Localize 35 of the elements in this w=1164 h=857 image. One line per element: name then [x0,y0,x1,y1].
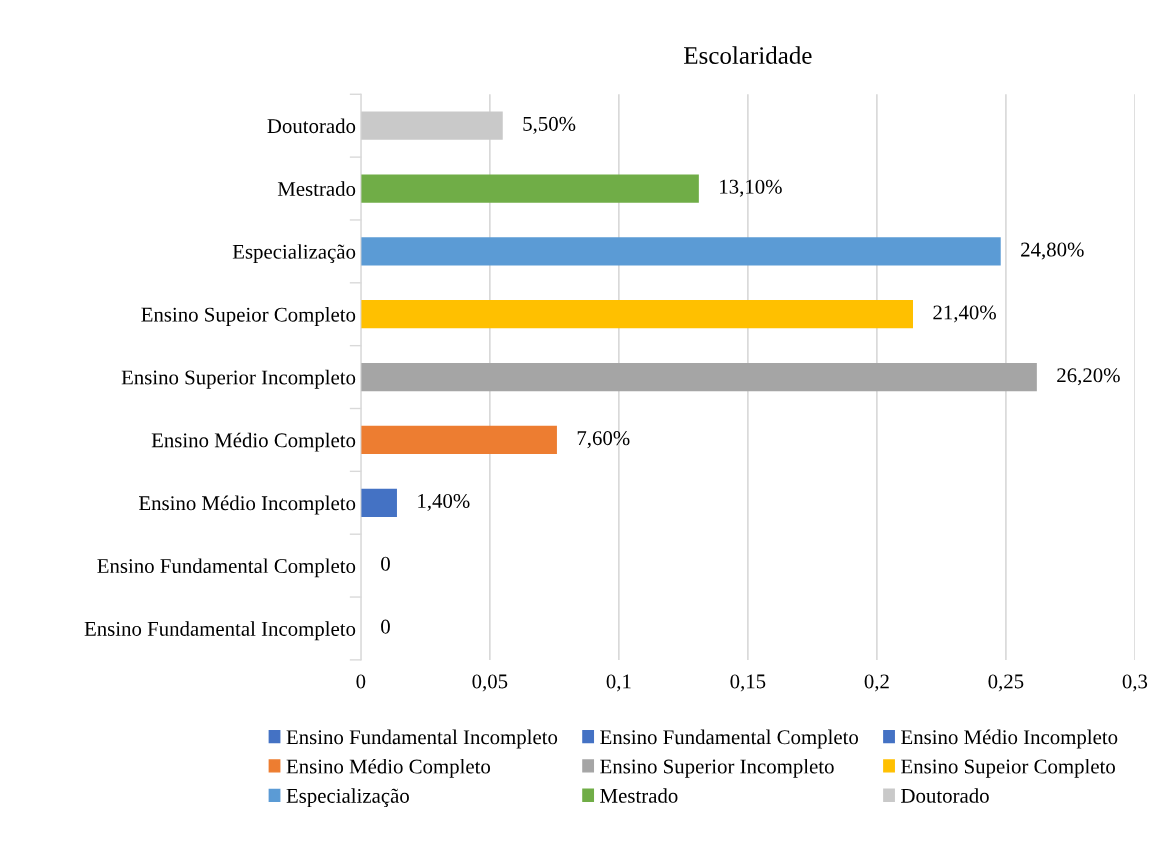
data-label: 26,20% [1057,368,1120,386]
y-tick-label: Ensino Médio Completo [151,432,356,452]
y-tick-label: Doutorado [267,118,356,134]
legend-label: Ensino Médio Completo [286,758,491,778]
x-tick-label: 0 [356,674,366,689]
legend-label: Especialização [286,788,409,808]
y-tick-label: Especialização [232,244,356,264]
y-tick-label: Ensino Supeior Completo [141,307,356,326]
legend-label: Ensino Fundamental Completo [600,729,859,749]
x-tick-label: 0,05 [472,674,508,692]
legend-label: Ensino Superior Incompleto [600,758,834,778]
y-tick-label: Ensino Superior Incompleto [121,369,356,389]
legend-label: Mestrado [600,788,678,803]
legend-label: Doutorado [901,788,989,803]
y-tick-label: Ensino Médio Incompleto [139,495,356,515]
x-tick-label: 0,25 [988,674,1024,692]
legend-label: Ensino Fundamental Incompleto [286,729,558,749]
data-label: 1,40% [418,493,470,511]
legend-label: Ensino Médio Incompleto [901,729,1118,749]
y-tick-label: Mestrado [277,181,356,196]
x-tick-label: 0,3 [1122,674,1148,692]
data-label: 0 [381,619,390,634]
data-label: 7,60% [577,431,630,449]
data-label: 5,50% [523,116,576,134]
data-label: 24,80% [1021,242,1084,260]
data-label: 0 [381,556,390,571]
x-tick-label: 0,15 [730,674,766,692]
chart-title: Escolaridade [684,46,812,64]
data-label: 21,40% [933,305,996,323]
x-tick-label: 0,1 [606,674,631,692]
y-tick-label: Ensino Fundamental Completo [97,558,356,578]
y-tick-label: Ensino Fundamental Incompleto [84,621,356,641]
data-label: 13,10% [720,179,782,197]
x-tick-label: 0,2 [864,674,889,692]
legend-label: Ensino Supeior Completo [901,758,1115,778]
